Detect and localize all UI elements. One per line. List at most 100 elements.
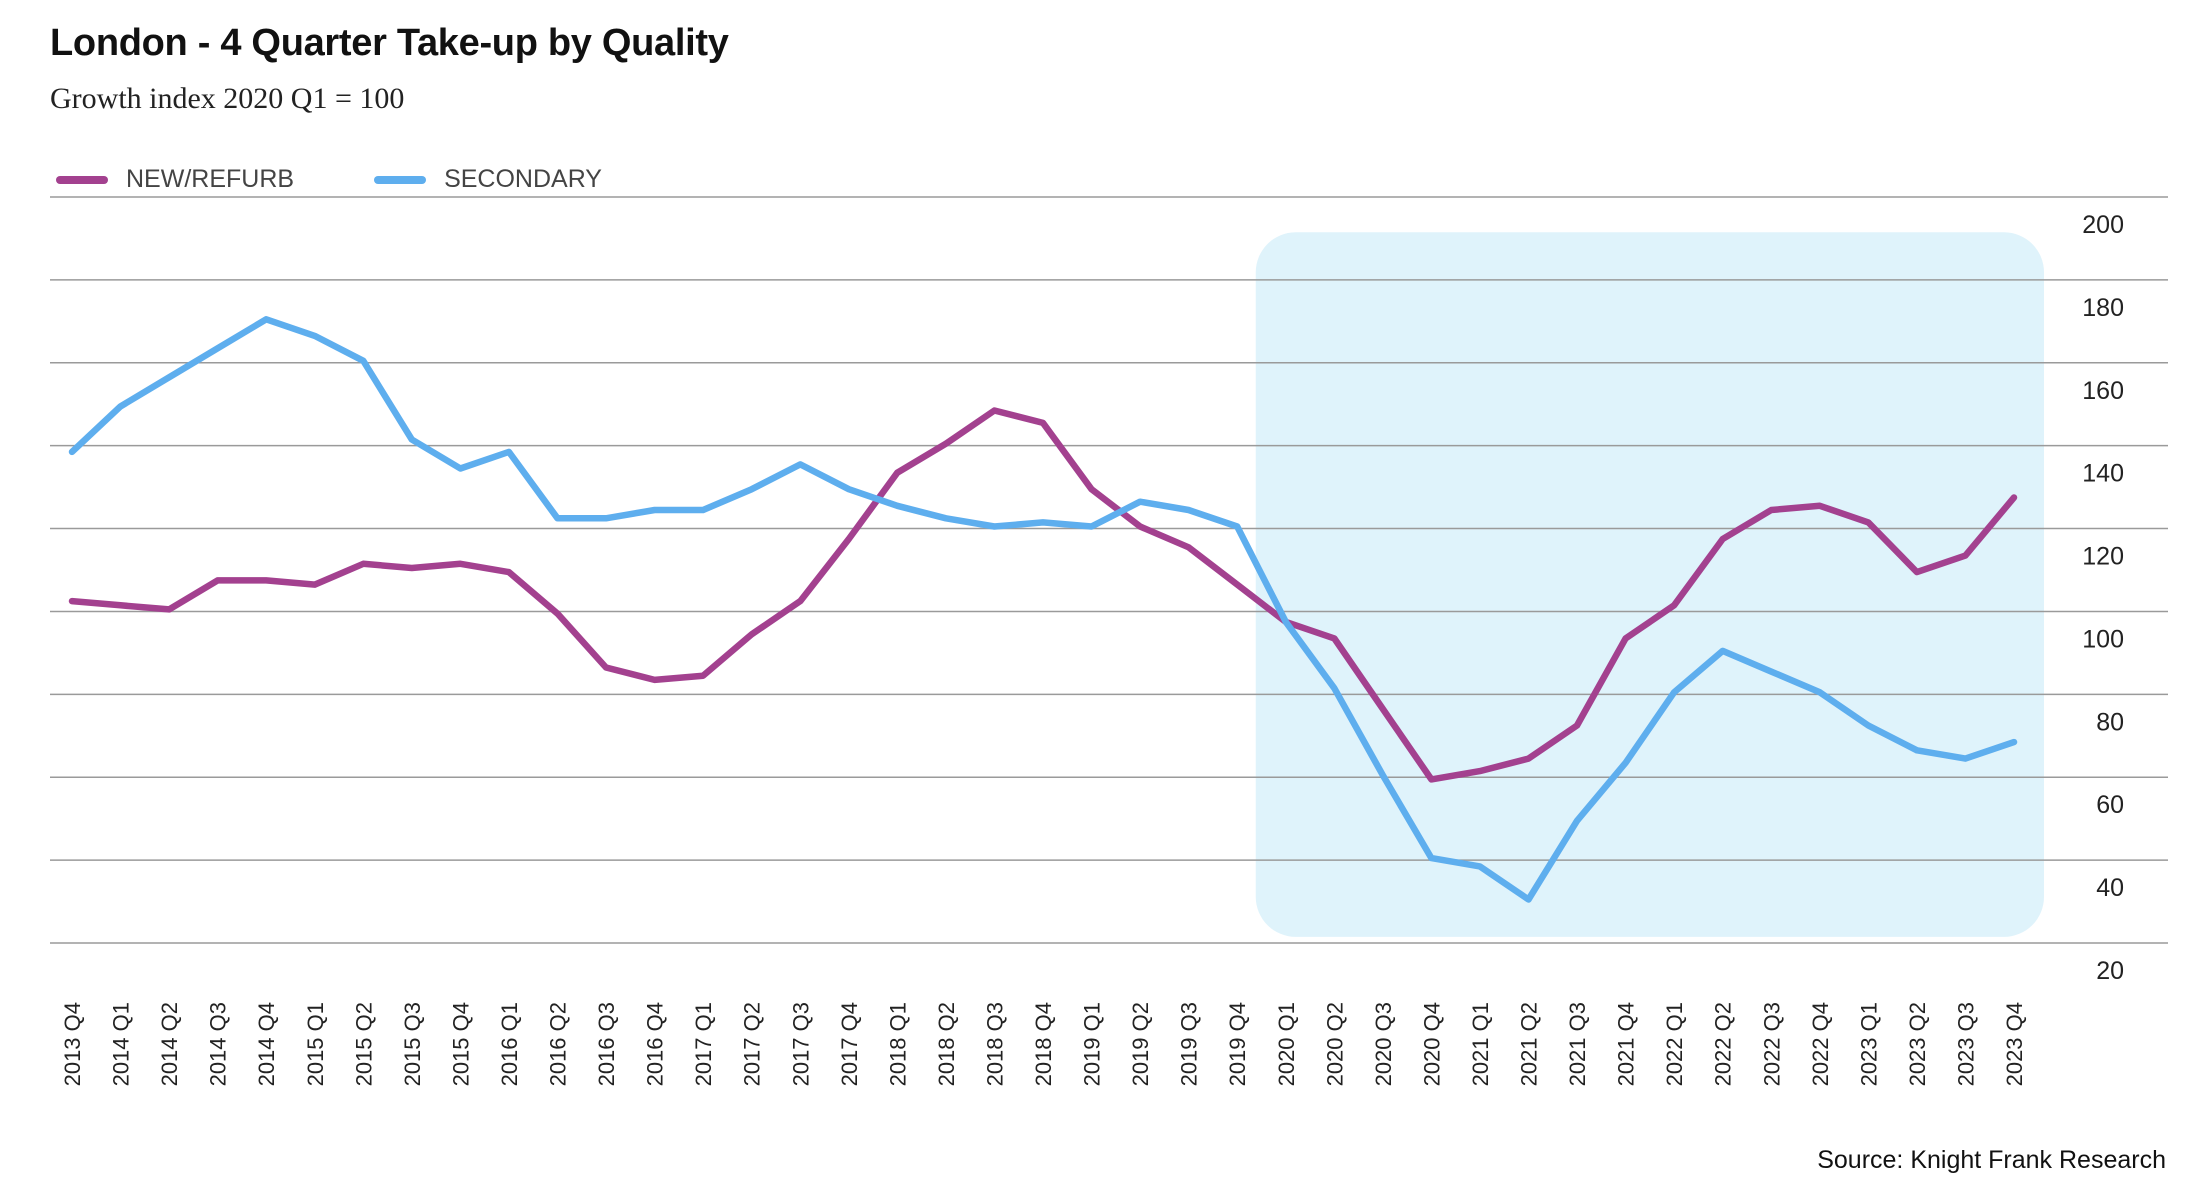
data-point-secondary (797, 461, 803, 467)
data-point-secondary (166, 374, 172, 380)
data-point-new-refurb (69, 598, 75, 604)
x-tick-label: 2015 Q1 (303, 1002, 328, 1086)
x-tick-label: 2014 Q3 (206, 1002, 231, 1086)
data-point-new-refurb (894, 470, 900, 476)
data-point-new-refurb (603, 664, 609, 670)
x-tick-label: 2016 Q1 (497, 1002, 522, 1086)
data-point-new-refurb (1768, 507, 1774, 513)
data-point-secondary (894, 503, 900, 509)
chart-title: London - 4 Quarter Take-up by Quality (50, 22, 729, 64)
data-point-new-refurb (1380, 706, 1386, 712)
data-point-new-refurb (263, 577, 269, 583)
data-point-new-refurb (1817, 503, 1823, 509)
y-tick-label-160: 160 (2082, 377, 2124, 405)
data-point-new-refurb (1526, 756, 1532, 762)
data-point-new-refurb (118, 602, 124, 608)
data-point-new-refurb (1477, 768, 1483, 774)
data-point-secondary (1768, 669, 1774, 675)
x-tick-label: 2022 Q2 (1711, 1002, 1736, 1086)
data-point-new-refurb (1428, 776, 1434, 782)
data-point-new-refurb (360, 561, 366, 567)
y-tick-label-140: 140 (2082, 460, 2124, 488)
y-tick-label-40: 40 (2096, 874, 2124, 902)
data-point-secondary (1962, 756, 1968, 762)
x-tick-label: 2017 Q3 (788, 1002, 813, 1086)
data-point-secondary (1817, 689, 1823, 695)
data-point-secondary (555, 515, 561, 521)
data-point-new-refurb (2011, 495, 2017, 501)
series-line-new-refurb (68, 407, 2018, 783)
data-point-secondary (215, 345, 221, 351)
x-tick-label: 2018 Q2 (934, 1002, 959, 1086)
x-tick-label: 2023 Q3 (1953, 1002, 1978, 1086)
data-point-new-refurb (991, 408, 997, 414)
x-tick-label: 2021 Q3 (1565, 1002, 1590, 1086)
x-tick-label: 2021 Q4 (1614, 1002, 1639, 1086)
x-tick-label: 2020 Q2 (1322, 1002, 1347, 1086)
legend-label-secondary: SECONDARY (444, 165, 602, 193)
legend-label-new-refurb: NEW/REFURB (126, 165, 295, 193)
x-tick-label: 2022 Q1 (1662, 1002, 1687, 1086)
data-point-new-refurb (506, 569, 512, 575)
data-point-secondary (991, 524, 997, 530)
data-point-new-refurb (1234, 582, 1240, 588)
data-point-secondary (69, 449, 75, 455)
data-point-new-refurb (1865, 519, 1871, 525)
x-tick-label: 2022 Q4 (1808, 1002, 1833, 1086)
data-point-new-refurb (1962, 553, 1968, 559)
data-point-new-refurb (1671, 602, 1677, 608)
data-point-secondary (603, 515, 609, 521)
y-tick-label-80: 80 (2096, 708, 2124, 736)
x-tick-label: 2014 Q2 (157, 1002, 182, 1086)
data-point-secondary (1623, 760, 1629, 766)
data-point-secondary (263, 316, 269, 322)
data-point-secondary (1865, 722, 1871, 728)
data-point-secondary (1089, 524, 1095, 530)
data-point-new-refurb (797, 598, 803, 604)
x-tick-label: 2015 Q4 (448, 1002, 473, 1086)
y-tick-label-100: 100 (2082, 625, 2124, 653)
x-tick-label: 2014 Q4 (254, 1002, 279, 1086)
data-point-secondary (360, 358, 366, 364)
x-tick-label: 2019 Q1 (1080, 1002, 1105, 1086)
x-tick-label: 2021 Q2 (1517, 1002, 1542, 1086)
data-point-new-refurb (312, 582, 318, 588)
x-tick-label: 2020 Q1 (1274, 1002, 1299, 1086)
data-point-secondary (700, 507, 706, 513)
x-tick-label: 2014 Q1 (109, 1002, 134, 1086)
data-point-secondary (2011, 739, 2017, 745)
x-tick-label: 2023 Q4 (2002, 1002, 2027, 1086)
data-point-new-refurb (1574, 722, 1580, 728)
x-tick-label: 2019 Q4 (1225, 1002, 1250, 1086)
data-point-secondary (1283, 619, 1289, 625)
data-point-new-refurb (652, 677, 658, 683)
x-tick-label: 2023 Q1 (1856, 1002, 1881, 1086)
data-point-secondary (506, 449, 512, 455)
data-point-new-refurb (1186, 544, 1192, 550)
x-tick-label: 2017 Q2 (740, 1002, 765, 1086)
x-tick-label: 2013 Q4 (60, 1002, 85, 1086)
x-tick-label: 2016 Q3 (594, 1002, 619, 1086)
x-tick-label: 2017 Q1 (691, 1002, 716, 1086)
x-tick-label: 2016 Q2 (546, 1002, 571, 1086)
data-point-new-refurb (749, 631, 755, 637)
x-tick-label: 2019 Q2 (1128, 1002, 1153, 1086)
data-point-new-refurb (215, 577, 221, 583)
data-point-secondary (1040, 519, 1046, 525)
data-point-secondary (409, 437, 415, 443)
data-point-new-refurb (1331, 635, 1337, 641)
data-point-secondary (1331, 685, 1337, 691)
data-point-new-refurb (555, 611, 561, 617)
legend-swatch-new-refurb (56, 175, 108, 184)
data-point-new-refurb (700, 673, 706, 679)
data-point-new-refurb (943, 441, 949, 447)
data-point-new-refurb (457, 561, 463, 567)
data-point-new-refurb (1914, 569, 1920, 575)
data-point-new-refurb (846, 536, 852, 542)
x-tick-label: 2019 Q3 (1177, 1002, 1202, 1086)
y-tick-label-20: 20 (2096, 957, 2124, 985)
data-point-new-refurb (1089, 486, 1095, 492)
data-point-secondary (652, 507, 658, 513)
data-point-secondary (118, 403, 124, 409)
